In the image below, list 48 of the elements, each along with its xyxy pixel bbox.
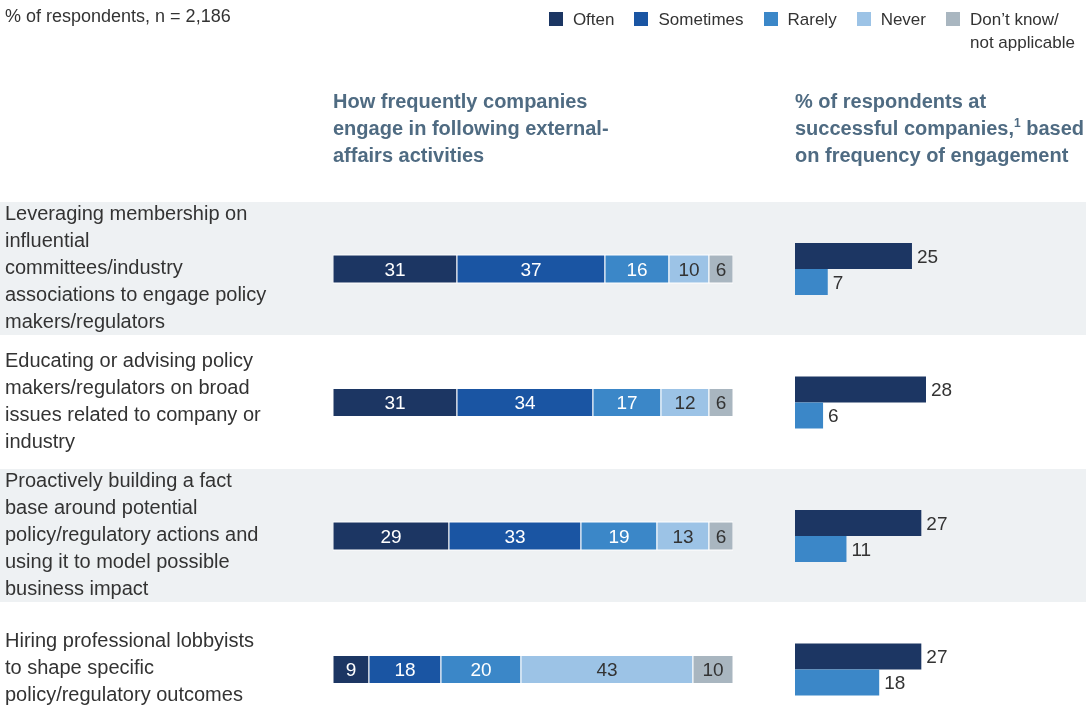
data-label: 28: [931, 379, 953, 401]
data-label: 20: [470, 659, 492, 681]
data-label: 18: [884, 672, 906, 694]
data-label: 16: [626, 258, 648, 280]
chart-title: How frequently companies engage in following external-affairs activities: [333, 89, 610, 168]
y-tick-label: Educating or advising policy makers/regulators on broad issues related to company or industry: [5, 349, 262, 453]
legend-label: Sometimes: [658, 9, 744, 31]
legend-label: Rarely: [787, 9, 837, 31]
y-tick-label: Hiring professional lobbyists to shape specific policy/regulatory outcomes: [5, 629, 255, 706]
data-label: 6: [715, 258, 727, 280]
data-label: 6: [715, 392, 727, 414]
text: % of respondents, n = 2,186: [5, 6, 231, 27]
data-label: 31: [384, 258, 406, 280]
chart-title: % of respondents at successful companies,$^{1}$ based on frequency of engagement: [795, 89, 1085, 168]
data-label: 17: [616, 392, 638, 414]
bar: [795, 243, 912, 269]
data-label: 10: [678, 258, 700, 280]
y-tick-label: Proactively building a fact base around potential policy/regulatory actions and using it to model possible business impact: [5, 469, 259, 600]
bar: [795, 269, 828, 295]
data-label: 27: [926, 512, 948, 534]
bar: [795, 510, 922, 536]
bar: [795, 643, 922, 670]
data-label: 29: [380, 525, 402, 547]
data-label: 11: [851, 538, 872, 560]
data-label: 34: [514, 392, 536, 414]
data-label: 6: [715, 525, 727, 547]
data-label: 10: [702, 659, 724, 681]
data-label: 18: [394, 659, 416, 681]
data-label: 19: [608, 525, 630, 547]
bar: [795, 669, 880, 696]
legend-label: Never: [880, 9, 926, 31]
data-label: 33: [504, 525, 526, 547]
data-label: 25: [916, 245, 939, 267]
legend-label: Don’t know/ not applicable: [970, 9, 1076, 54]
bar: [795, 536, 847, 562]
bar: [795, 376, 926, 403]
data-label: 27: [926, 646, 948, 668]
data-label: 12: [674, 392, 696, 414]
bar: [795, 402, 824, 429]
data-label: 7: [832, 271, 844, 293]
data-label: 9: [345, 659, 357, 681]
data-label: 43: [596, 659, 618, 681]
y-tick-label: Leveraging membership on influential committees/industry associations to engage policy makers/regulators: [5, 202, 267, 333]
legend-label: Often: [572, 9, 615, 31]
data-label: 37: [520, 258, 542, 280]
data-label: 6: [828, 405, 839, 427]
data-label: 31: [384, 392, 406, 414]
data-label: 13: [672, 525, 694, 547]
